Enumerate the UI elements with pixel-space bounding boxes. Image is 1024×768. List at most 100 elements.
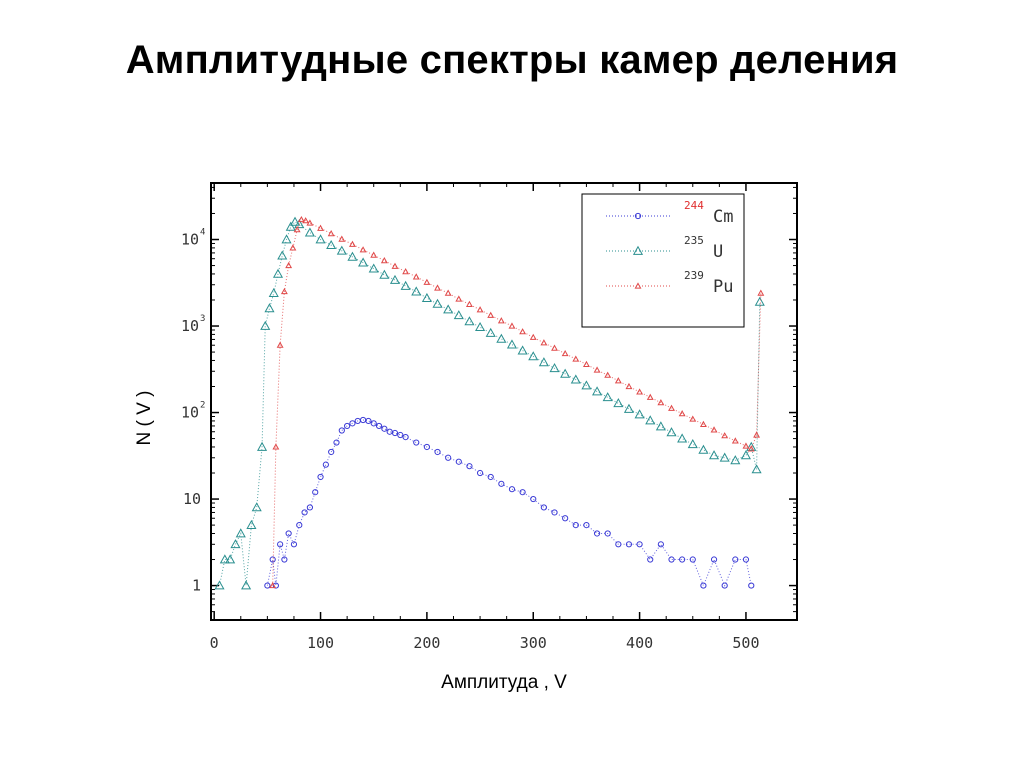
- series-u-point: [623, 403, 635, 413]
- legend-label-pu: Pu: [713, 277, 733, 297]
- series-pu: [269, 215, 765, 589]
- y-tick-exponent: 4: [200, 228, 205, 238]
- series-cm-point: [322, 461, 329, 468]
- series-pu-point: [359, 246, 367, 253]
- series-cm-point: [732, 556, 739, 563]
- y-tick-label: 10: [181, 404, 199, 422]
- series-u-point: [219, 554, 230, 564]
- series-u-point: [432, 298, 443, 308]
- series-pu-point: [455, 295, 463, 302]
- series-u-point: [285, 221, 296, 231]
- series-cm-point: [476, 469, 484, 477]
- series-pu-point: [289, 244, 297, 251]
- series-u-point: [326, 239, 337, 250]
- series-cm-point: [721, 582, 728, 589]
- series-u: [214, 216, 765, 590]
- series-u-point: [400, 280, 411, 290]
- series-pu-point: [276, 341, 284, 348]
- series-pu-point: [423, 278, 431, 285]
- series-pu-point: [465, 300, 473, 307]
- series-pu-point: [348, 240, 356, 247]
- series-u-point: [379, 269, 390, 279]
- y-axis-title: N ( V ): [134, 391, 155, 446]
- series-u-point: [677, 433, 688, 443]
- series-pu-point: [444, 289, 452, 296]
- series-cm-point: [349, 420, 356, 427]
- legend-isotope-mass: 239: [684, 269, 704, 282]
- series-cm-point: [710, 556, 718, 563]
- y-tick-label: 10: [181, 231, 199, 249]
- series-cm-point: [306, 504, 314, 511]
- page-title: Амплитудные спектры камер деления: [125, 38, 899, 82]
- legend-isotope-mass: 244: [684, 199, 704, 212]
- series-pu-point: [380, 257, 388, 264]
- series-u-point: [289, 216, 301, 226]
- series-cm-point: [748, 582, 755, 589]
- legend-label-u: U: [713, 242, 723, 262]
- series-cm-point: [381, 425, 388, 432]
- series-pu-point: [297, 215, 305, 223]
- series-u-point: [708, 450, 720, 460]
- series-cm-point: [434, 448, 441, 456]
- y-tick-exponent: 2: [200, 401, 205, 411]
- series-cm-point: [572, 522, 579, 529]
- series-u-point: [251, 502, 262, 512]
- series-u-point: [347, 251, 358, 261]
- series-u-point: [241, 580, 252, 590]
- series-pu-point: [753, 431, 761, 438]
- series-u-point: [272, 268, 284, 278]
- series-cm-point: [386, 428, 393, 435]
- series-u-point: [214, 580, 225, 590]
- series-pu-point: [561, 349, 569, 357]
- series-cm-point: [498, 480, 505, 487]
- series-cm-point: [742, 556, 750, 563]
- series-u-point: [517, 345, 528, 355]
- series-u-point: [538, 357, 549, 367]
- series-u-point: [634, 409, 645, 419]
- series-cm-point: [604, 530, 611, 537]
- series-cm-point: [290, 541, 298, 548]
- series-pu-point: [572, 355, 580, 362]
- series-u-point: [453, 310, 464, 320]
- series-cm-point: [700, 582, 707, 589]
- series-pu-point: [636, 388, 644, 395]
- x-tick-label: 100: [307, 634, 334, 652]
- series-cm-point: [647, 556, 654, 563]
- series-pu-point: [731, 437, 739, 444]
- y-tick-label: 10: [183, 490, 201, 508]
- x-tick-label: 300: [520, 634, 547, 652]
- series-pu-point: [678, 410, 686, 417]
- series-u-point: [443, 304, 454, 314]
- series-u-point: [389, 274, 401, 284]
- series-pu-point: [327, 229, 335, 237]
- series-u-point: [336, 245, 347, 255]
- series-u-point: [246, 519, 257, 529]
- series-cm-point: [455, 458, 462, 465]
- series-u-point: [602, 392, 613, 402]
- series-cm-point: [296, 522, 303, 529]
- plot-frame: [210, 182, 798, 621]
- series-u-point: [754, 296, 765, 306]
- series-pu-point: [391, 262, 399, 269]
- series-u-point: [264, 303, 275, 313]
- series-cm-line: [266, 419, 752, 587]
- series-pu-point: [540, 339, 548, 346]
- series-u-point: [592, 386, 603, 396]
- series-pu-point: [487, 311, 495, 318]
- series-u-point: [655, 421, 666, 431]
- series-cm-point: [301, 509, 308, 516]
- series-cm-point: [519, 489, 526, 496]
- series-pu-point: [476, 306, 484, 313]
- series-cm-point: [679, 556, 686, 563]
- legend-marker-u: [632, 245, 644, 255]
- series-pu-point: [317, 224, 324, 231]
- series-u-point: [235, 528, 246, 538]
- series-cm-point: [636, 541, 643, 548]
- series-pu-point: [742, 442, 750, 449]
- series-u-point: [570, 374, 581, 384]
- series-cm-point: [593, 530, 601, 537]
- series-u-point: [687, 439, 698, 449]
- series-cm-point: [338, 427, 345, 434]
- series-cm-point: [281, 556, 288, 563]
